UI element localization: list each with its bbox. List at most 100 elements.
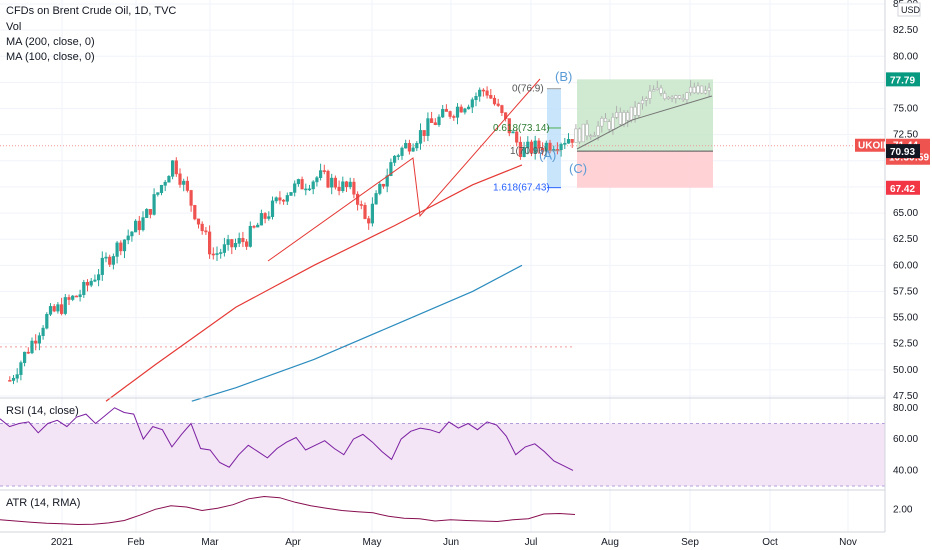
candle-body — [30, 340, 34, 354]
candle-body — [293, 183, 297, 193]
candle-body — [644, 98, 648, 101]
price-tick-label: 47.50 — [893, 391, 918, 402]
price-tick-label: 52.50 — [893, 339, 918, 350]
candle-body — [137, 220, 141, 231]
candle-body — [518, 141, 522, 157]
candle-body — [441, 109, 445, 118]
symbol-tag — [855, 138, 885, 152]
candle-body — [267, 216, 271, 219]
candle-body — [614, 112, 619, 118]
chart-title[interactable]: CFDs on Brent Crude Oil, 1D, TVC — [6, 5, 177, 17]
main-plot-area[interactable] — [0, 0, 885, 396]
candle-body — [307, 188, 312, 191]
candle-body — [363, 204, 367, 219]
candle-body — [19, 362, 23, 375]
candle-body — [603, 118, 608, 122]
candle-body — [211, 253, 215, 256]
candle-body — [648, 90, 652, 99]
candle-body — [685, 92, 689, 100]
price-tag-label: 77.79 — [890, 75, 915, 86]
candlesticks — [8, 80, 711, 385]
candle-body — [108, 256, 112, 265]
candle-body — [34, 340, 38, 344]
wave-label-a: (A) — [539, 148, 556, 163]
candle-body — [374, 193, 378, 205]
candle-body — [522, 147, 526, 157]
ma200-legend[interactable]: MA (200, close, 0) — [6, 36, 95, 48]
candle-body — [589, 135, 593, 138]
price-tag-label: 67.42 — [890, 184, 915, 195]
wave-lines — [267, 78, 713, 262]
candle-body — [270, 200, 275, 217]
currency-badge[interactable] — [897, 2, 921, 17]
candle-body — [337, 186, 341, 192]
candle-body — [700, 85, 704, 94]
candle-body — [626, 112, 630, 121]
candle-body — [122, 239, 127, 252]
ma-100-line — [105, 164, 523, 402]
candle-body — [315, 177, 319, 183]
rsi-tick-label: 80.00 — [893, 403, 918, 414]
candle-body — [333, 177, 338, 188]
time-tick-label: 2021 — [51, 537, 74, 548]
candle-body — [537, 140, 541, 149]
stop-zone[interactable] — [577, 151, 713, 188]
candle-body — [59, 304, 64, 314]
candle-body — [696, 85, 700, 94]
candle-body — [563, 142, 567, 145]
time-tick-label: Sep — [681, 537, 699, 548]
vol-legend[interactable]: Vol — [6, 21, 22, 33]
projection-line — [576, 95, 713, 150]
candle-body — [22, 351, 27, 363]
candle-body — [574, 128, 578, 143]
time-tick-label: Mar — [201, 537, 219, 548]
candle-body — [489, 95, 493, 99]
candle-body — [478, 89, 482, 97]
candle-body — [171, 160, 175, 177]
fib-level-1: 1(70.96) — [510, 146, 547, 157]
price-tick-label: 55.00 — [893, 313, 918, 324]
candle-body — [104, 256, 108, 259]
candle-body — [703, 90, 707, 94]
candle-body — [452, 116, 456, 118]
candle-body — [633, 106, 637, 116]
candle-body — [141, 217, 145, 231]
candle-body — [637, 103, 641, 116]
price-tick-label: 75.00 — [893, 104, 918, 115]
time-tick-label: Apr — [285, 537, 301, 548]
candle-body — [459, 106, 463, 113]
fib-level-1618: 1.618(67.43) — [493, 183, 550, 194]
candle-body — [219, 252, 223, 254]
price-tick-label: 82.50 — [893, 25, 918, 36]
wave-label-c: (C) — [569, 161, 587, 176]
candle-body — [559, 144, 563, 151]
rsi-legend[interactable]: RSI (14, close) — [6, 405, 79, 417]
target-zone[interactable] — [577, 79, 713, 152]
candle-body — [237, 238, 241, 244]
price-axis[interactable]: 85.0082.5080.0077.5075.0072.5070.0067.50… — [893, 0, 918, 402]
candle-body — [466, 106, 471, 110]
candle-body — [507, 118, 511, 134]
atr-legend[interactable]: ATR (14, RMA) — [6, 497, 81, 509]
candle-body — [26, 351, 30, 354]
ma100-legend[interactable]: MA (100, close, 0) — [6, 51, 95, 63]
rsi-axis[interactable]: 80.00 60.00 40.00 — [893, 403, 918, 477]
candle-body — [618, 112, 622, 125]
candle-body — [259, 213, 264, 226]
time-tick-label: May — [363, 537, 382, 548]
candle-body — [82, 282, 86, 296]
time-axis[interactable]: 2021 Feb Mar Apr May Jun Jul Aug Sep Oct Nov — [51, 537, 857, 548]
candle-body — [485, 90, 489, 96]
atr-axis[interactable]: 2.00 — [893, 504, 913, 515]
candle-body — [378, 183, 382, 194]
candle-body — [474, 95, 478, 101]
atr-tick-label: 2.00 — [893, 504, 913, 515]
candle-body — [666, 96, 670, 100]
candle-body — [97, 274, 101, 281]
candle-body — [241, 238, 245, 243]
candle-body — [437, 116, 441, 125]
candle-body — [222, 244, 227, 253]
candle-body — [178, 173, 182, 185]
candle-body — [585, 123, 589, 137]
